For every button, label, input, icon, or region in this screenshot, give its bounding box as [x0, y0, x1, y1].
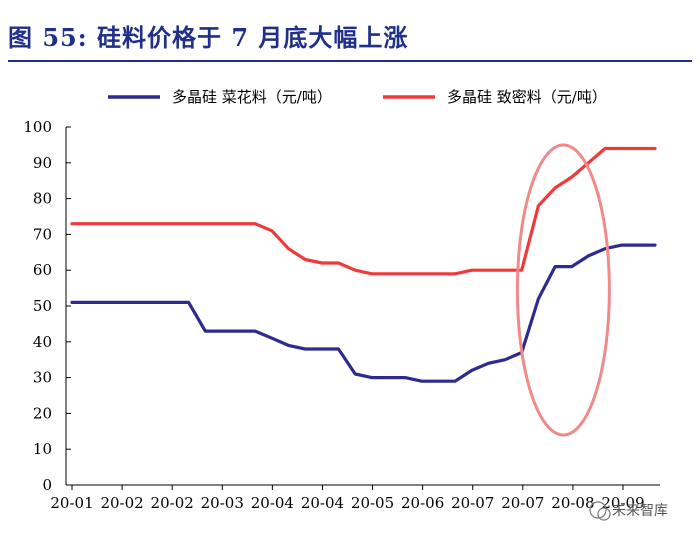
x-tick-label: 20-08: [551, 494, 594, 512]
x-tick-label: 20-07: [451, 494, 494, 512]
wechat-icon-bubble: [597, 507, 611, 521]
y-tick-label: 30: [33, 369, 52, 387]
x-tick-label: 20-02: [151, 494, 194, 512]
y-tick-label: 100: [23, 118, 52, 136]
x-tick-label: 20-09: [601, 494, 644, 512]
y-tick-label: 70: [33, 225, 52, 243]
x-tick-label: 20-04: [251, 494, 294, 512]
y-tick-label: 90: [33, 154, 52, 172]
x-tick-label: 20-02: [100, 494, 143, 512]
x-tick-label: 20-05: [351, 494, 394, 512]
watermark: 未来智库: [589, 501, 668, 521]
x-tick-label: 20-07: [501, 494, 544, 512]
x-tick-label: 20-04: [301, 494, 344, 512]
series-line-1: [70, 243, 657, 383]
y-tick-label: 0: [42, 476, 52, 494]
title-underline: [8, 60, 692, 62]
y-tick-label: 50: [33, 297, 52, 315]
page-title: 图 55: 硅料价格于 7 月底大幅上涨: [8, 23, 409, 52]
x-tick-label: 20-06: [401, 494, 444, 512]
series: [70, 146, 657, 383]
y-tick-label: 10: [33, 440, 52, 458]
y-tick-label: 20: [33, 404, 52, 422]
annotations: [515, 143, 611, 437]
highlight-ellipse: [515, 143, 611, 437]
legend-label-1: 多晶硅 菜花料（元/吨）: [172, 88, 332, 106]
x-tick-label: 20-03: [201, 494, 244, 512]
y-tick-label: 40: [33, 333, 52, 351]
legend-label-2: 多晶硅 致密料（元/吨）: [447, 88, 607, 106]
watermark-text: 未来智库: [612, 503, 668, 519]
legend: 多晶硅 菜花料（元/吨） 多晶硅 致密料（元/吨）: [108, 88, 607, 106]
series-line-2: [70, 146, 657, 276]
axes: 0 10 20 30 40 50 60 70 80 90 100 20-01 20-02 20-02 20-…: [23, 118, 660, 512]
y-tick-label: 60: [33, 261, 52, 279]
wechat-icon: [589, 501, 607, 519]
y-tick-label: 80: [33, 190, 52, 208]
x-tick-label: 20-01: [50, 494, 93, 512]
